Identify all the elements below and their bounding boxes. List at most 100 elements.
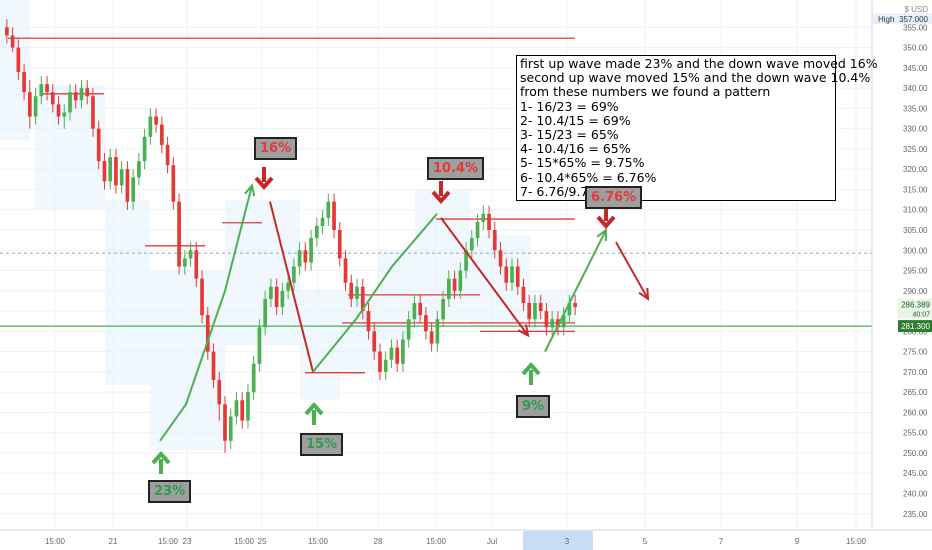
volume-profile-box [340, 290, 378, 370]
y-tick-label: 350.00 [903, 44, 928, 53]
candle-body [378, 351, 382, 372]
candle-body [286, 282, 290, 291]
candle-body [297, 250, 302, 267]
candle-body [148, 116, 153, 137]
candle-body [498, 250, 503, 267]
y-tick-label: 345.00 [903, 64, 928, 73]
candle-body [332, 201, 336, 231]
candle-body [125, 169, 130, 202]
x-tick-label: 15:00 [158, 537, 179, 546]
candle-body [45, 84, 49, 93]
note-line: 2- 10.4/15 = 69% [520, 112, 631, 128]
y-tick-label: 325.00 [903, 145, 928, 154]
candle-body [131, 177, 135, 202]
y-tick-label: 310.00 [903, 206, 928, 215]
y-tick-label: 355.00 [903, 23, 928, 32]
candle-body [475, 221, 480, 239]
candle-body [561, 315, 566, 328]
candle-body [269, 286, 273, 299]
volume-profile-box [415, 190, 470, 320]
candle-body [573, 302, 577, 308]
arrow-head [517, 324, 530, 338]
candle-body [16, 47, 21, 72]
candle-body [383, 359, 388, 372]
candle-body [429, 331, 434, 344]
y-tick-label: 335.00 [903, 104, 928, 113]
x-tick-label: 7 [719, 537, 724, 546]
note-line: 3- 15/23 = 65% [520, 127, 619, 143]
candle-body [355, 286, 359, 299]
candle-body [119, 169, 124, 186]
y-tick-label: 295.00 [903, 267, 928, 276]
candle-body [395, 347, 400, 364]
currency-label: $ USD [904, 5, 928, 14]
candle-body [62, 112, 67, 117]
last-price-value: 286.389 [901, 300, 930, 309]
candle-body [68, 92, 72, 113]
candle-body [389, 347, 394, 360]
candle-body [544, 311, 549, 328]
note-line: 1- 16/23 = 69% [520, 98, 619, 114]
candle-body [510, 266, 514, 283]
candle-body [102, 161, 107, 182]
candle-body [504, 266, 509, 283]
arrow-down-icon [431, 181, 451, 205]
candle-body [263, 298, 268, 328]
projection-down-line [615, 241, 649, 300]
candle-body [33, 96, 38, 117]
x-tick-label: 21 [109, 537, 118, 546]
arrow-down-head [596, 215, 616, 230]
candle-body [469, 238, 474, 251]
candle-body [447, 278, 451, 299]
note-line: 5- 15*65% = 9.75% [520, 155, 645, 171]
wave1-up-label: 23% [148, 480, 192, 503]
x-tick-label: Jul [487, 537, 497, 546]
x-tick-label: 15:00 [308, 537, 329, 546]
candle-body [79, 88, 84, 101]
y-tick-label: 305.00 [903, 226, 928, 235]
y-tick-label: 315.00 [903, 185, 928, 194]
candle-body [27, 92, 32, 117]
arrow-head [638, 287, 650, 301]
arrow-down-icon [596, 206, 616, 230]
y-tick-label: 255.00 [903, 429, 928, 438]
candle-body [274, 286, 279, 308]
y-tick-label: 330.00 [903, 125, 928, 134]
high-tag-value: 357.000 [899, 15, 928, 24]
candle-body [73, 92, 78, 101]
candle-body [251, 363, 256, 393]
wave-down-line [269, 201, 314, 373]
candle-body [240, 400, 245, 421]
x-tick-label: 15:00 [234, 537, 255, 546]
wave-down-line [440, 217, 529, 337]
candle-body [567, 302, 572, 316]
y-tick-label: 240.00 [903, 490, 928, 499]
candle-body [205, 315, 210, 352]
analysis-note: first up wave made 23% and the down wave… [516, 55, 878, 202]
high-tag [873, 13, 932, 25]
support-tag [898, 320, 932, 333]
x-tick-label: 3 [565, 537, 570, 546]
x-tick-label: 15:00 [45, 537, 66, 546]
y-tick-label: 340.00 [903, 84, 928, 93]
note-line: second up wave moved 15% and the down wa… [520, 70, 871, 86]
y-tick-label: 300.00 [903, 246, 928, 255]
x-tick-label: 5 [643, 537, 648, 546]
candle-body [56, 104, 61, 117]
candle-body [280, 290, 285, 308]
arrow-up-icon [521, 361, 541, 385]
candle-body [160, 124, 164, 145]
y-tick-label: 265.00 [903, 388, 928, 397]
candle-body [533, 302, 537, 320]
candle-body [182, 258, 187, 267]
candle-body [114, 157, 118, 186]
candle-body [452, 278, 457, 291]
wave2-up-label: 15% [300, 433, 344, 456]
candle-body [349, 282, 354, 299]
time-axis-bg [0, 530, 932, 550]
last-price-tag [898, 298, 932, 319]
wave-lines [159, 183, 650, 442]
arrow-head [596, 227, 608, 242]
arrow-down-head [254, 176, 274, 191]
candle-body [527, 302, 532, 320]
